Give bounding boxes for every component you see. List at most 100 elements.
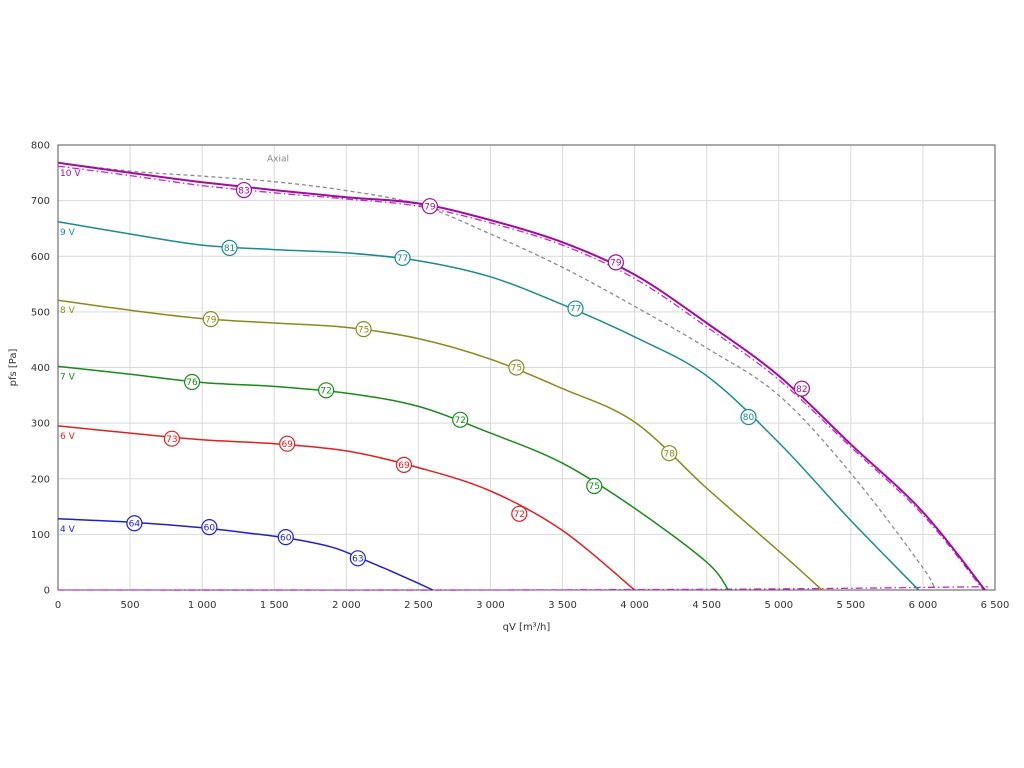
series-label: 9 V bbox=[60, 228, 76, 238]
tick-labels: 0 500 1 000 1 500 2 000 2 500 3 000 3 500 4 000 4… bbox=[31, 141, 1009, 612]
curve-marker: 80 bbox=[740, 408, 757, 426]
marker-circle bbox=[395, 456, 413, 473]
x-tick-label: 2 000 bbox=[332, 600, 361, 611]
marker-label: 73 bbox=[166, 435, 177, 445]
marker-label: 63 bbox=[352, 554, 363, 564]
x-tick-label: 6 500 bbox=[981, 600, 1010, 611]
marker-label: 83 bbox=[238, 186, 249, 196]
y-tick-label: 300 bbox=[31, 419, 50, 430]
series-label: 6 V bbox=[60, 432, 76, 442]
x-tick-label: 3 000 bbox=[476, 600, 505, 611]
x-tick-label: 5 000 bbox=[764, 600, 793, 611]
curve-marker: 72 bbox=[452, 411, 469, 428]
x-tick-label: 1 500 bbox=[260, 600, 289, 611]
series-line bbox=[57, 161, 986, 591]
reference-line bbox=[57, 586, 988, 591]
series-label: 10 V bbox=[60, 169, 81, 179]
curve-marker: 69 bbox=[279, 435, 296, 452]
marker-label: 79 bbox=[610, 259, 622, 269]
series-label: 8 V bbox=[60, 306, 76, 316]
x-tick-label: 4 500 bbox=[692, 600, 721, 611]
x-tick-label: 3 500 bbox=[548, 600, 577, 611]
marker-circle bbox=[661, 445, 678, 462]
x-tick-label: 6 000 bbox=[909, 600, 938, 611]
annotation-label: Axial bbox=[267, 155, 289, 165]
marker-label: 76 bbox=[186, 378, 198, 388]
curve-marker: 75 bbox=[586, 477, 603, 495]
x-tick-label: 2 500 bbox=[404, 600, 433, 611]
marker-circle bbox=[567, 300, 584, 317]
curve-marker: 69 bbox=[395, 456, 413, 473]
series-line bbox=[57, 518, 434, 591]
marker-label: 69 bbox=[281, 440, 293, 450]
marker-label: 82 bbox=[796, 385, 807, 395]
marker-label: 75 bbox=[511, 364, 522, 374]
curve-marker: 76 bbox=[183, 373, 201, 391]
curve-marker: 64 bbox=[126, 515, 143, 532]
marker-label: 77 bbox=[397, 254, 408, 264]
curve-marker: 77 bbox=[394, 249, 411, 267]
marker-circle bbox=[421, 198, 439, 215]
marker-circle bbox=[235, 181, 253, 199]
curve-marker: 83 bbox=[235, 181, 253, 199]
curve-marker: 79 bbox=[421, 198, 439, 215]
marker-circle bbox=[508, 359, 525, 376]
series-line bbox=[57, 365, 729, 591]
marker-label: 64 bbox=[129, 519, 141, 529]
marker-label: 75 bbox=[358, 325, 369, 335]
curve-marker: 79 bbox=[607, 254, 624, 271]
series-line bbox=[57, 299, 823, 591]
marker-circle bbox=[202, 311, 219, 328]
marker-label: 78 bbox=[663, 449, 675, 459]
reference-lines bbox=[57, 162, 988, 591]
marker-label: 80 bbox=[743, 413, 755, 423]
marker-circle bbox=[318, 382, 335, 399]
x-tick-label: 500 bbox=[121, 600, 140, 611]
marker-label: 75 bbox=[589, 482, 600, 492]
series-label: 7 V bbox=[60, 372, 76, 382]
series-label: 4 V bbox=[60, 525, 76, 535]
x-tick-label: 1 000 bbox=[188, 600, 217, 611]
marker-label: 60 bbox=[280, 533, 292, 543]
series-lines: 4 V 6 V 7 V 8 V 9 V 10 V bbox=[57, 161, 986, 591]
annotations: Axial bbox=[267, 155, 289, 165]
marker-circle bbox=[452, 411, 469, 428]
y-tick-label: 400 bbox=[31, 363, 50, 374]
marker-circle bbox=[740, 408, 757, 426]
reference-line bbox=[57, 165, 985, 591]
curve-marker: 81 bbox=[221, 239, 238, 257]
marker-label: 72 bbox=[514, 510, 525, 520]
y-axis-title: pfs [Pa] bbox=[8, 349, 19, 387]
marker-circle bbox=[793, 380, 810, 397]
curve-marker: 72 bbox=[318, 382, 335, 399]
curve-marker: 79 bbox=[202, 311, 219, 328]
curve-marker: 63 bbox=[349, 550, 366, 567]
marker-circle bbox=[511, 505, 528, 522]
series-line bbox=[57, 221, 920, 591]
curve-markers: 64 60 60 63 73 69 69 72 76 72 72 75 79 75 75 78 81 77 77 80… bbox=[126, 181, 810, 567]
marker-circle bbox=[163, 430, 180, 447]
curve-marker: 60 bbox=[201, 519, 218, 536]
marker-label: 79 bbox=[205, 315, 217, 325]
marker-label: 60 bbox=[204, 523, 216, 533]
marker-label: 81 bbox=[224, 244, 235, 254]
marker-label: 77 bbox=[570, 305, 581, 315]
y-tick-label: 600 bbox=[31, 252, 50, 263]
curve-marker: 82 bbox=[793, 380, 810, 397]
marker-circle bbox=[279, 435, 296, 452]
curve-marker: 75 bbox=[355, 321, 372, 338]
curve-marker: 77 bbox=[567, 300, 584, 317]
marker-circle bbox=[607, 254, 624, 271]
marker-circle bbox=[586, 477, 603, 495]
y-tick-label: 100 bbox=[31, 530, 50, 541]
marker-label: 79 bbox=[424, 202, 436, 212]
y-tick-label: 200 bbox=[31, 474, 50, 485]
x-tick-label: 4 000 bbox=[620, 600, 649, 611]
marker-circle bbox=[349, 550, 366, 567]
y-tick-label: 500 bbox=[31, 307, 50, 318]
y-tick-label: 800 bbox=[31, 141, 50, 152]
x-axis-title: qV [m³/h] bbox=[503, 622, 551, 633]
marker-circle bbox=[126, 515, 143, 532]
marker-circle bbox=[221, 239, 238, 257]
